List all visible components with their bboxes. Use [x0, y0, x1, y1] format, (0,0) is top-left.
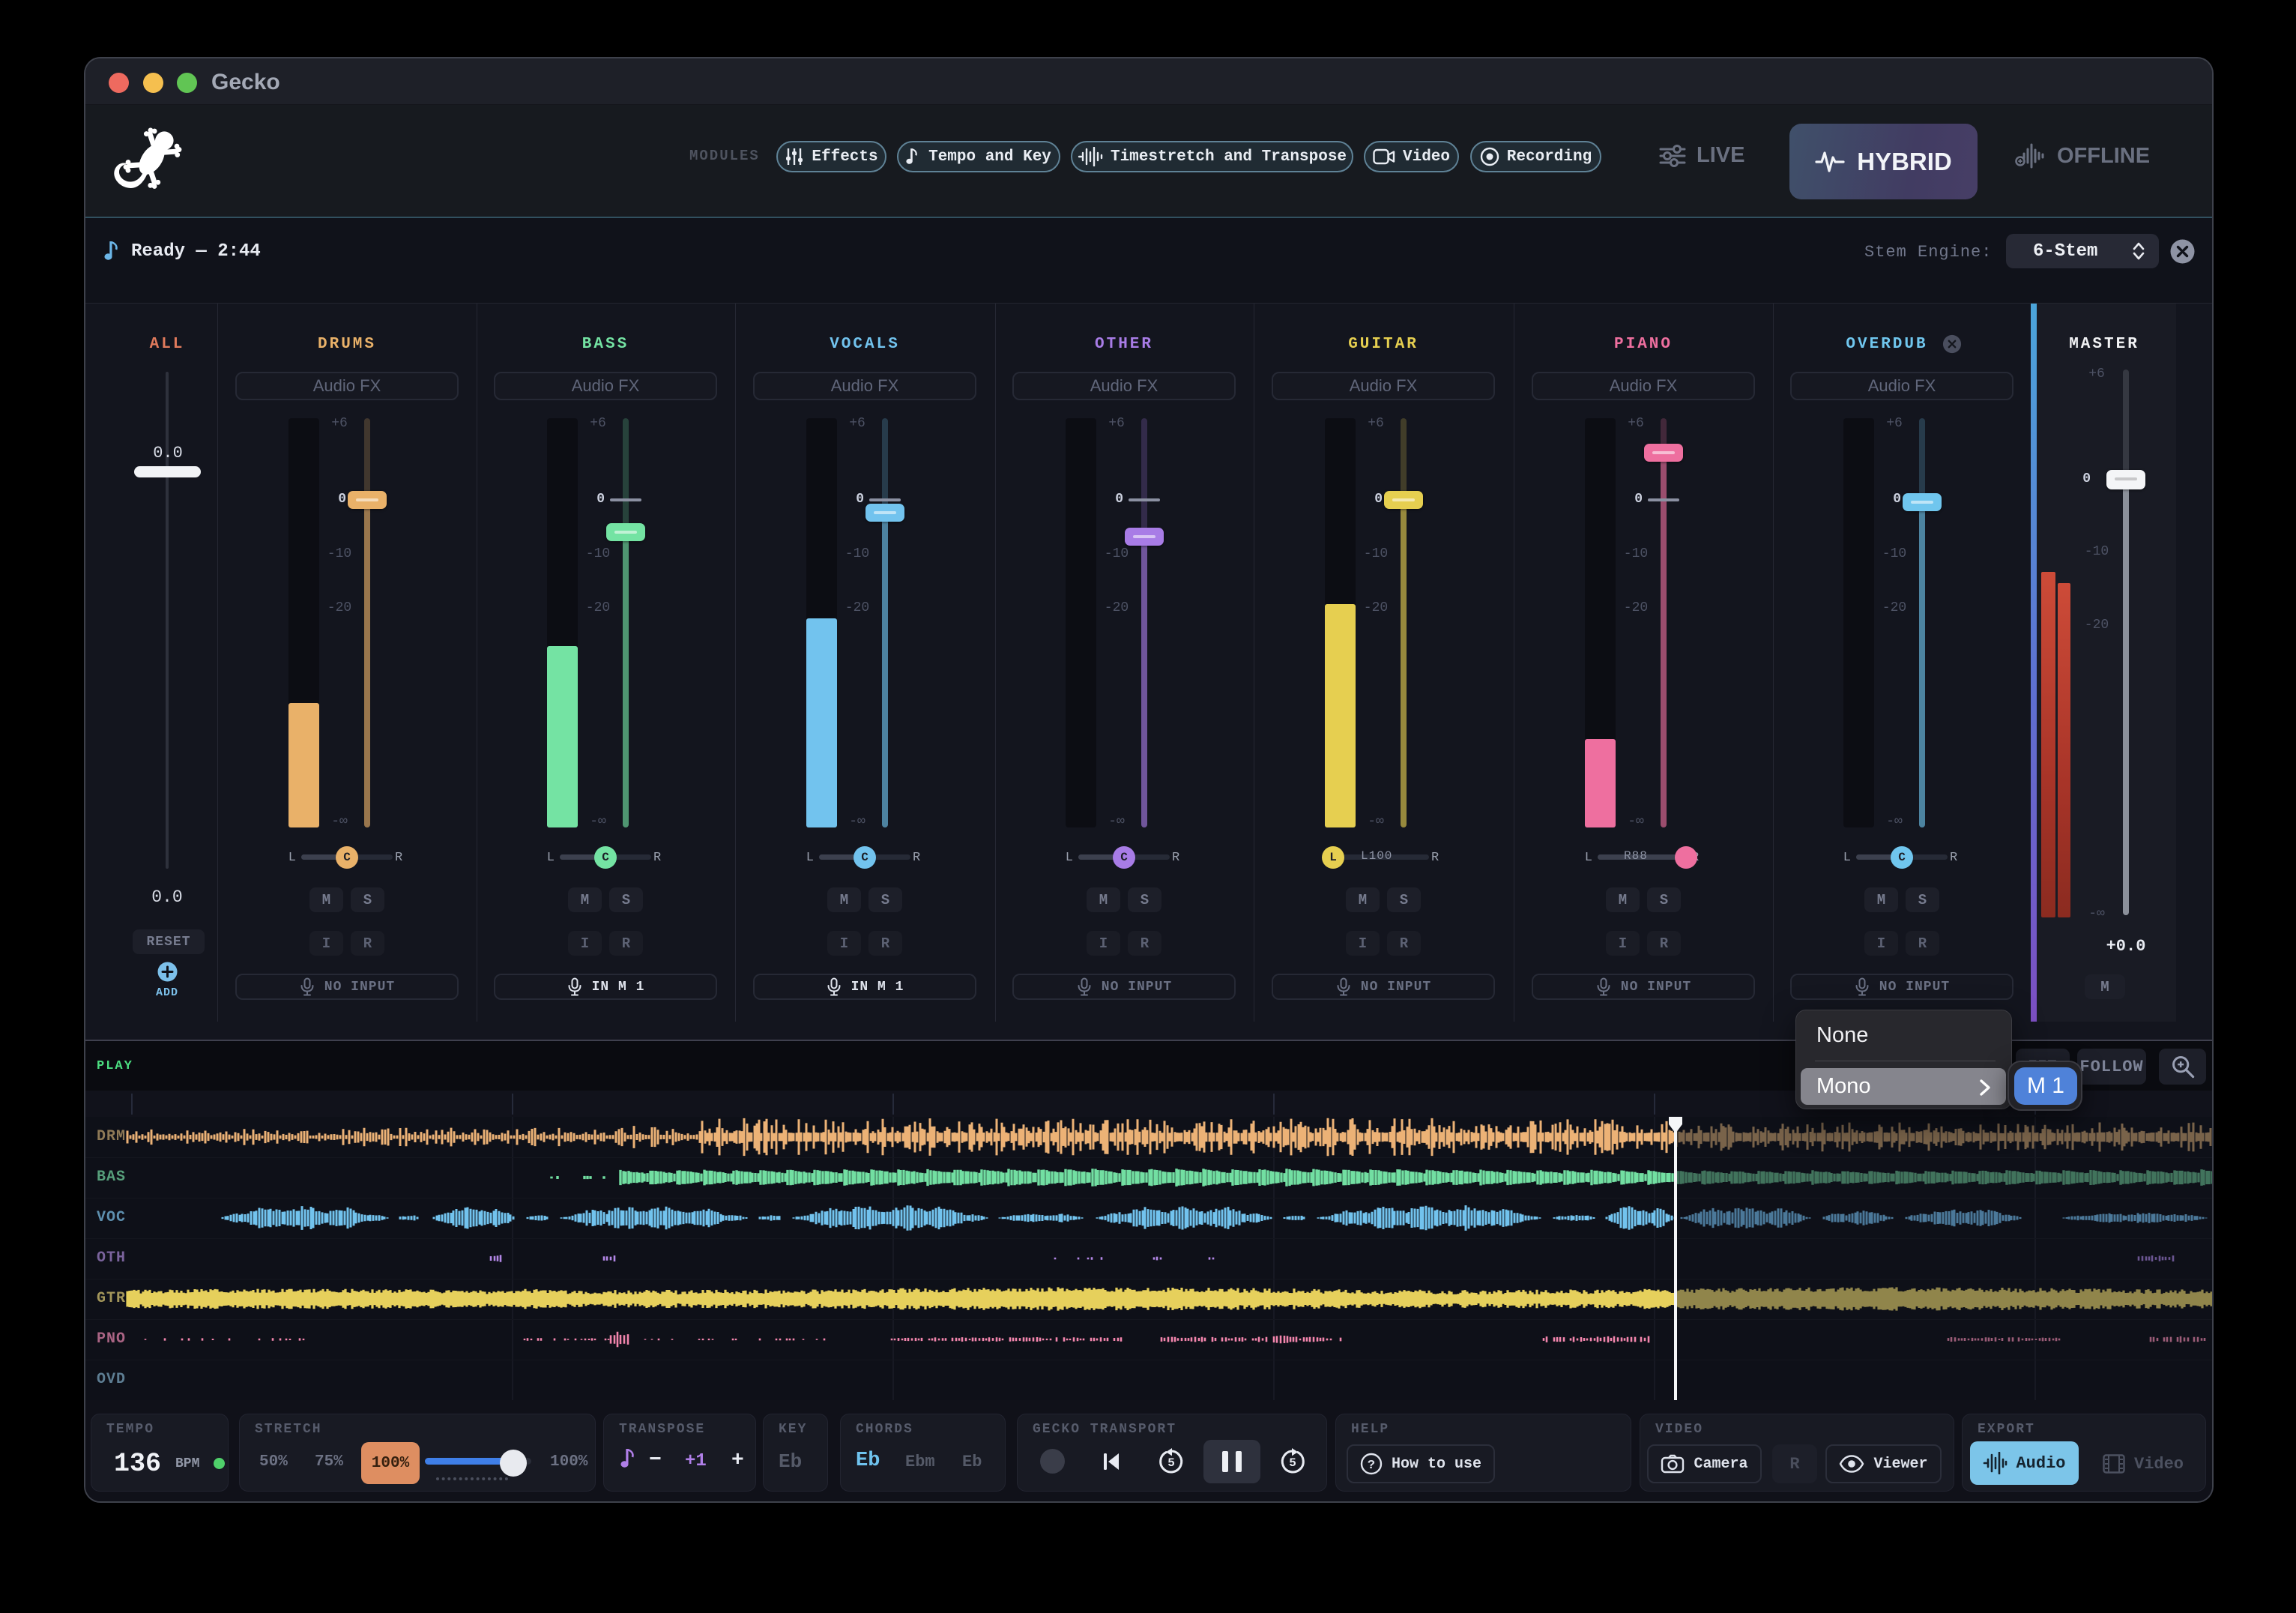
svg-text:?: ? — [1368, 1459, 1375, 1473]
svg-text:5: 5 — [1289, 1456, 1296, 1470]
svg-text:5: 5 — [1167, 1456, 1175, 1470]
